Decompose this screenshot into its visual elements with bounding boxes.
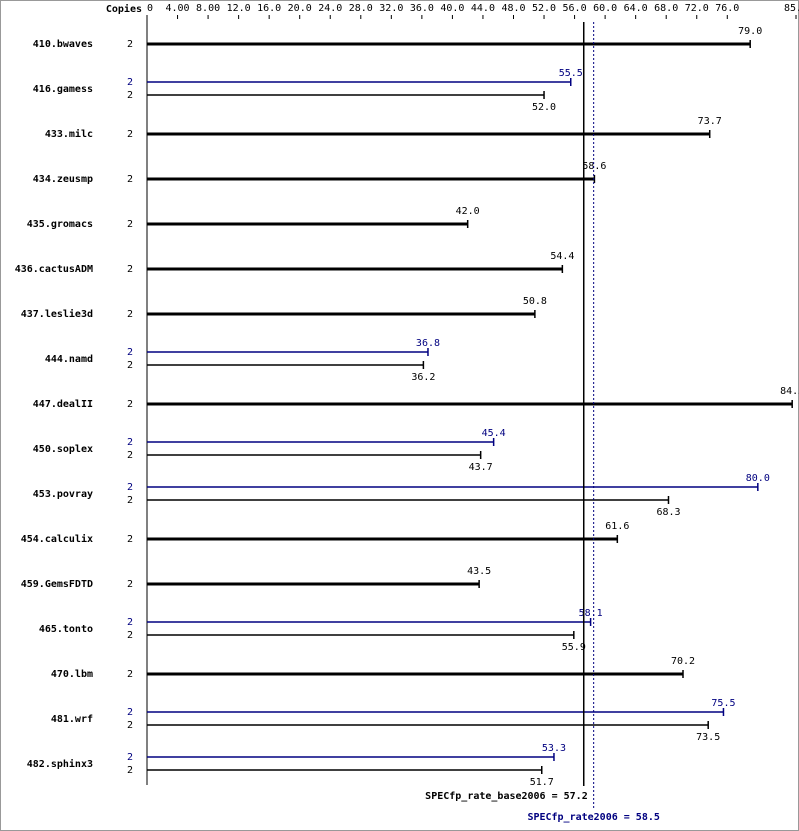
x-tick-label: 36.0 xyxy=(410,3,434,14)
copies-label: 2 xyxy=(127,669,133,680)
value-label: 50.8 xyxy=(523,296,547,307)
x-tick-label: 44.0 xyxy=(471,3,495,14)
copies-label: 2 xyxy=(127,90,133,101)
value-label: 54.4 xyxy=(550,251,574,262)
benchmark-label: 410.bwaves xyxy=(33,39,93,50)
copies-label: 2 xyxy=(127,399,133,410)
copies-label: 2 xyxy=(127,534,133,545)
benchmark-label: 437.leslie3d xyxy=(21,308,93,320)
benchmark-label: 453.povray xyxy=(33,489,93,500)
value-label: 84.5 xyxy=(780,386,799,397)
copies-label: 2 xyxy=(127,174,133,185)
benchmark-label: 482.sphinx3 xyxy=(27,758,93,770)
reference-label: SPECfp_rate_base2006 = 57.2 xyxy=(425,791,588,802)
x-tick-label: 12.0 xyxy=(227,3,251,14)
x-tick-label: 32.0 xyxy=(379,3,403,14)
benchmark-label: 416.gamess xyxy=(33,84,93,95)
x-tick-label: 48.0 xyxy=(501,3,525,14)
benchmark-label: 470.lbm xyxy=(51,669,93,680)
x-tick-label: 28.0 xyxy=(349,3,373,14)
benchmark-label: 436.cactusADM xyxy=(15,264,93,275)
value-label: 58.6 xyxy=(582,161,606,172)
benchmark-label: 444.namd xyxy=(45,354,93,365)
copies-label: 2 xyxy=(127,617,133,628)
value-label: 51.7 xyxy=(530,777,554,788)
copies-label: 2 xyxy=(127,219,133,230)
benchmark-label: 481.wrf xyxy=(51,714,93,725)
copies-label: 2 xyxy=(127,707,133,718)
copies-label: 2 xyxy=(127,347,133,358)
x-tick-label: 4.00 xyxy=(165,3,189,14)
value-label: 61.6 xyxy=(605,521,629,532)
copies-label: 2 xyxy=(127,129,133,140)
benchmark-label: 433.milc xyxy=(45,128,93,140)
copies-header: Copies xyxy=(106,3,142,15)
benchmark-label: 435.gromacs xyxy=(27,219,93,230)
value-label: 45.4 xyxy=(482,428,506,439)
value-label: 53.3 xyxy=(542,743,566,754)
x-tick-label: 72.0 xyxy=(685,3,709,14)
value-label: 73.5 xyxy=(696,732,720,743)
x-tick-label: 24.0 xyxy=(318,3,342,14)
copies-label: 2 xyxy=(127,765,133,776)
copies-label: 2 xyxy=(127,309,133,320)
value-label: 55.5 xyxy=(559,68,583,79)
copies-label: 2 xyxy=(127,39,133,50)
value-label: 75.5 xyxy=(711,698,735,709)
copies-label: 2 xyxy=(127,77,133,88)
x-tick-label: 85.0 xyxy=(784,3,799,14)
value-label: 68.3 xyxy=(656,507,680,518)
x-tick-label: 16.0 xyxy=(257,3,281,14)
copies-label: 2 xyxy=(127,720,133,731)
x-tick-label: 68.0 xyxy=(654,3,678,14)
reference-label: SPECfp_rate2006 = 58.5 xyxy=(527,812,659,823)
value-label: 80.0 xyxy=(746,473,770,484)
x-tick-label: 0 xyxy=(147,3,153,14)
copies-label: 2 xyxy=(127,495,133,506)
x-tick-label: 64.0 xyxy=(624,3,648,14)
value-label: 52.0 xyxy=(532,102,556,113)
copies-label: 2 xyxy=(127,437,133,448)
benchmark-label: 434.zeusmp xyxy=(33,174,93,185)
benchmark-label: 459.GemsFDTD xyxy=(21,579,93,590)
benchmark-label: 447.dealII xyxy=(33,399,93,410)
x-tick-label: 60.0 xyxy=(593,3,617,14)
copies-label: 2 xyxy=(127,630,133,641)
copies-label: 2 xyxy=(127,264,133,275)
x-tick-label: 76.0 xyxy=(715,3,739,14)
value-label: 36.8 xyxy=(416,338,440,349)
value-label: 43.5 xyxy=(467,566,491,577)
benchmark-label: 465.tonto xyxy=(39,624,93,635)
value-label: 70.2 xyxy=(671,656,695,667)
x-tick-label: 52.0 xyxy=(532,3,556,14)
x-tick-label: 8.00 xyxy=(196,3,220,14)
value-label: 42.0 xyxy=(456,206,480,217)
x-tick-label: 56.0 xyxy=(563,3,587,14)
benchmark-label: 454.calculix xyxy=(21,533,93,545)
copies-label: 2 xyxy=(127,482,133,493)
value-label: 55.9 xyxy=(562,642,586,653)
value-label: 73.7 xyxy=(698,116,722,127)
value-label: 36.2 xyxy=(411,372,435,383)
copies-label: 2 xyxy=(127,360,133,371)
copies-label: 2 xyxy=(127,752,133,763)
value-label: 79.0 xyxy=(738,26,762,37)
benchmark-label: 450.soplex xyxy=(33,444,93,455)
value-label: 58.1 xyxy=(579,608,603,619)
copies-label: 2 xyxy=(127,579,133,590)
copies-label: 2 xyxy=(127,450,133,461)
x-tick-label: 20.0 xyxy=(288,3,312,14)
x-tick-label: 40.0 xyxy=(440,3,464,14)
value-label: 43.7 xyxy=(469,462,493,473)
